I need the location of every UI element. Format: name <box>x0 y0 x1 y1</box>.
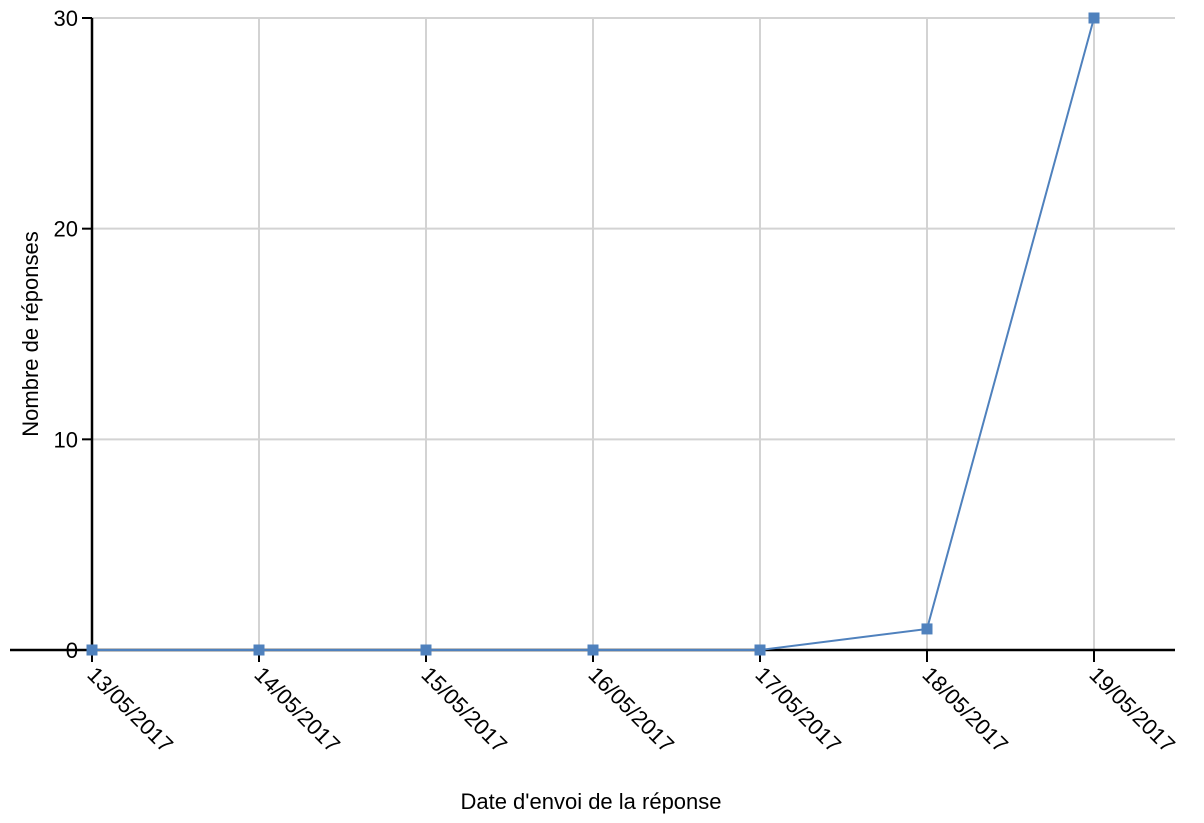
y-tick-label: 10 <box>54 427 78 452</box>
x-tick-label: 15/05/2017 <box>416 662 512 758</box>
data-point-marker <box>754 644 766 656</box>
x-tick-label: 19/05/2017 <box>1084 662 1180 758</box>
data-point-marker <box>587 644 599 656</box>
y-axis-ticks: 0 10 20 30 <box>54 6 92 663</box>
x-tick-label: 17/05/2017 <box>750 662 846 758</box>
x-tick-label: 13/05/2017 <box>82 662 178 758</box>
x-gridlines <box>258 18 1095 650</box>
x-axis-ticks: 13/05/2017 14/05/2017 15/05/2017 16/05/2017… <box>82 650 1180 757</box>
y-tick-label: 30 <box>54 6 78 31</box>
x-tick-label: 16/05/2017 <box>583 662 679 758</box>
y-axis-title: Nombre de réponses <box>18 231 43 436</box>
x-axis-title: Date d'envoi de la réponse <box>460 789 721 814</box>
x-tick-label: 14/05/2017 <box>249 662 345 758</box>
data-point-marker <box>420 644 432 656</box>
data-point-marker <box>921 623 933 635</box>
data-point-marker <box>86 644 98 656</box>
y-tick-label: 20 <box>54 217 78 242</box>
data-point-marker <box>253 644 265 656</box>
series-group <box>86 12 1100 656</box>
y-gridlines <box>92 17 1175 441</box>
x-tick-label: 18/05/2017 <box>917 662 1013 758</box>
data-point-marker <box>1088 12 1100 24</box>
y-tick-label: 0 <box>66 638 78 663</box>
